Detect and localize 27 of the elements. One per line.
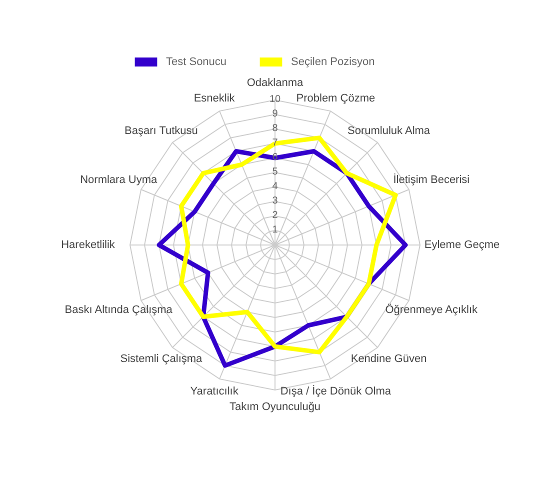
y-tick-label: 9 (272, 108, 278, 120)
y-tick-label: 10 (269, 94, 281, 105)
spoke-label: Normlara Uyma (80, 174, 158, 186)
spoke-label: Odaklanma (246, 77, 304, 89)
spoke-label: Sistemli Çalışma (120, 352, 204, 365)
spoke-label: Öğrenmeye Açıklık (385, 302, 478, 316)
legend-label: Seçilen Pozisyon (291, 56, 375, 68)
y-tick-label: 2 (272, 210, 278, 221)
spoke-label: Kendine Güven (350, 352, 427, 365)
spoke-label: Eyleme Geçme (424, 239, 500, 251)
spoke-label: Esneklik (194, 92, 236, 104)
y-tick-label: 1 (272, 224, 278, 236)
spoke-label: Yaratıcılık (190, 386, 239, 398)
spoke-label: Başarı Tutkusu (124, 125, 198, 138)
spoke-label: Baskı Altında Çalışma (64, 304, 174, 316)
spoke-label: Dışa / İçe Dönük Olma (280, 384, 392, 398)
spoke-label: Sorumluluk Alma (348, 125, 431, 138)
spoke-label: Hareketlilik (61, 239, 116, 251)
spoke-label: Problem Çözme (296, 92, 376, 104)
spoke-label: Takım Oyunculuğu (229, 401, 321, 413)
y-tick-label: 4 (272, 181, 278, 192)
y-tick-label: 3 (272, 196, 278, 206)
y-tick-label: 8 (272, 123, 278, 134)
y-tick-label: 5 (272, 166, 278, 178)
legend-label: Test Sonucu (166, 56, 227, 68)
spoke-label: İletişim Becerisi (393, 173, 470, 186)
y-tick-label: 7 (272, 138, 278, 148)
